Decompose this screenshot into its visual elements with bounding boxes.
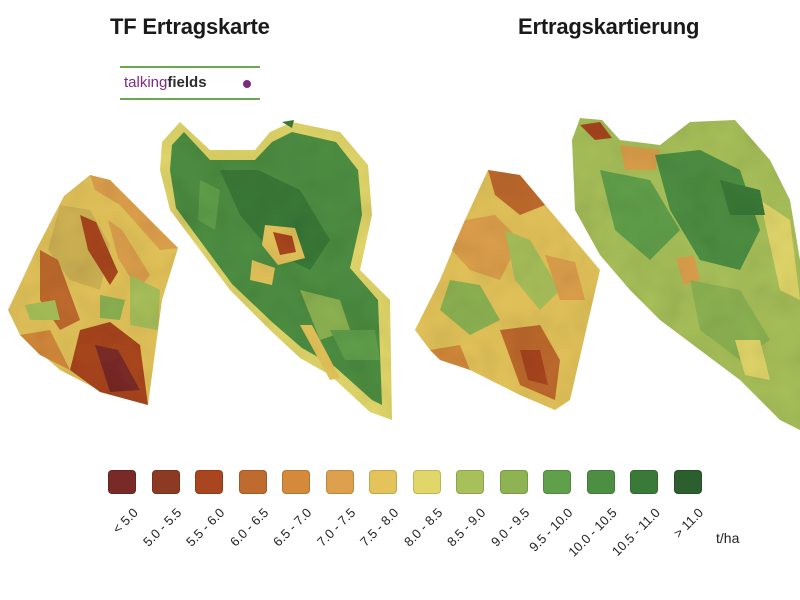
legend-swatch bbox=[238, 470, 267, 494]
logo-text-part1: talking bbox=[124, 74, 168, 91]
legend-label: 6.0 - 6.5 bbox=[226, 505, 271, 550]
legend-label: 8.5 - 9.0 bbox=[443, 505, 489, 550]
right-map bbox=[415, 118, 800, 430]
logo-dot-icon bbox=[243, 80, 251, 88]
legend-swatch bbox=[195, 470, 223, 494]
legend-label: 8.0 - 8.5 bbox=[400, 505, 445, 550]
legend-label: 6.5 - 7.0 bbox=[269, 505, 315, 550]
map-title-left: TF Ertragskarte bbox=[110, 14, 270, 39]
legend-swatch bbox=[151, 470, 180, 494]
legend-swatch bbox=[369, 470, 397, 494]
legend-label: 5.5 - 6.0 bbox=[182, 505, 228, 550]
legend-label: 9.0 - 9.5 bbox=[487, 505, 532, 550]
right-map-field-east bbox=[572, 118, 800, 430]
legend-swatch bbox=[586, 470, 615, 494]
right-map-field-west bbox=[415, 170, 600, 410]
legend-label: 7.5 - 8.0 bbox=[356, 505, 402, 550]
legend-unit: t/ha bbox=[716, 530, 740, 546]
legend-swatch bbox=[282, 470, 310, 494]
talkingfields-logo: talkingfields bbox=[120, 66, 260, 100]
map-title-right: Ertragskartierung bbox=[518, 14, 700, 39]
legend-label: 5.0 - 5.5 bbox=[139, 505, 184, 550]
logo-line-bottom bbox=[120, 98, 260, 100]
logo-text-part2: fields bbox=[167, 74, 207, 91]
legend-swatch bbox=[412, 470, 441, 494]
left-map bbox=[8, 120, 392, 420]
legend-label: 7.0 - 7.5 bbox=[313, 505, 358, 550]
left-map-field-east bbox=[160, 120, 392, 420]
yield-maps bbox=[8, 118, 800, 430]
legend-label: < 5.0 bbox=[109, 505, 141, 537]
legend-swatch bbox=[543, 470, 571, 494]
legend-label: > 11.0 bbox=[669, 505, 706, 541]
legend-swatch bbox=[108, 470, 136, 494]
legend-swatch bbox=[673, 470, 702, 494]
legend-swatch bbox=[456, 470, 484, 494]
logo-line-top bbox=[120, 66, 260, 68]
logo-text: talkingfields bbox=[124, 74, 207, 91]
legend-swatch bbox=[630, 470, 658, 494]
legend-swatch bbox=[499, 470, 528, 494]
left-map-field-west bbox=[8, 175, 178, 405]
legend-swatch bbox=[325, 470, 354, 494]
